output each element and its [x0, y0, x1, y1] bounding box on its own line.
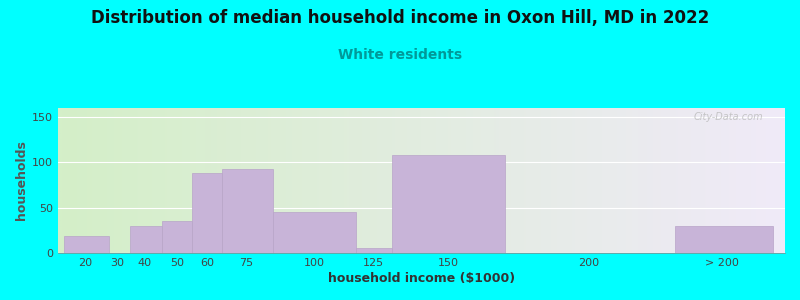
Text: White residents: White residents — [338, 48, 462, 62]
Bar — [192, 173, 222, 253]
Bar — [222, 169, 273, 253]
Y-axis label: households: households — [15, 140, 28, 220]
Bar — [356, 248, 392, 253]
Bar — [273, 212, 356, 253]
Text: City-Data.com: City-Data.com — [694, 112, 763, 122]
Bar — [162, 221, 192, 253]
Bar — [674, 226, 773, 253]
Bar — [64, 236, 109, 253]
X-axis label: household income ($1000): household income ($1000) — [328, 272, 515, 285]
Bar — [392, 155, 505, 253]
Bar — [130, 226, 162, 253]
Text: Distribution of median household income in Oxon Hill, MD in 2022: Distribution of median household income … — [91, 9, 709, 27]
